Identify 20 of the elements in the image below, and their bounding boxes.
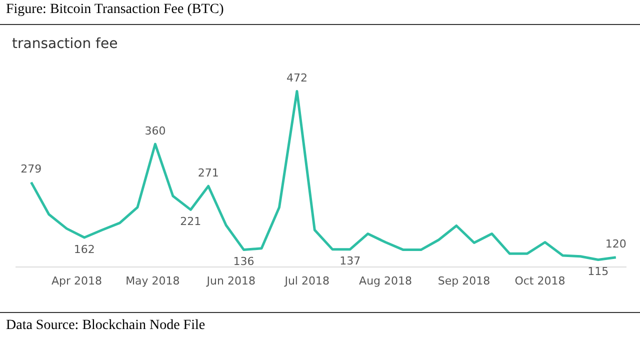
chart-title: Figure: Bitcoin Transaction Fee (BTC): [6, 2, 224, 18]
x-tick-label: Apr 2018: [51, 274, 102, 288]
data-label: 136: [233, 255, 254, 268]
data-label: 120: [605, 238, 626, 251]
data-label: 360: [144, 124, 166, 138]
data-label: 137: [340, 254, 361, 268]
x-tick-label: Oct 2018: [514, 274, 566, 288]
data-label: 162: [74, 242, 95, 256]
chart-subtitle: transaction fee: [12, 36, 118, 52]
source-note: Data Source: Blockchain Node File: [6, 318, 206, 334]
data-label: 115: [588, 265, 609, 278]
data-label: 472: [286, 72, 308, 85]
data-label: 279: [20, 162, 42, 176]
x-tick-label: Jun 2018: [206, 274, 256, 288]
data-label: 221: [180, 215, 202, 228]
x-tick-label: Sep 2018: [438, 274, 490, 288]
data-label: 271: [198, 166, 219, 180]
x-tick-label: Aug 2018: [359, 274, 412, 288]
x-tick-label: Jul 2018: [284, 274, 330, 288]
x-tick-label: May 2018: [126, 274, 180, 288]
